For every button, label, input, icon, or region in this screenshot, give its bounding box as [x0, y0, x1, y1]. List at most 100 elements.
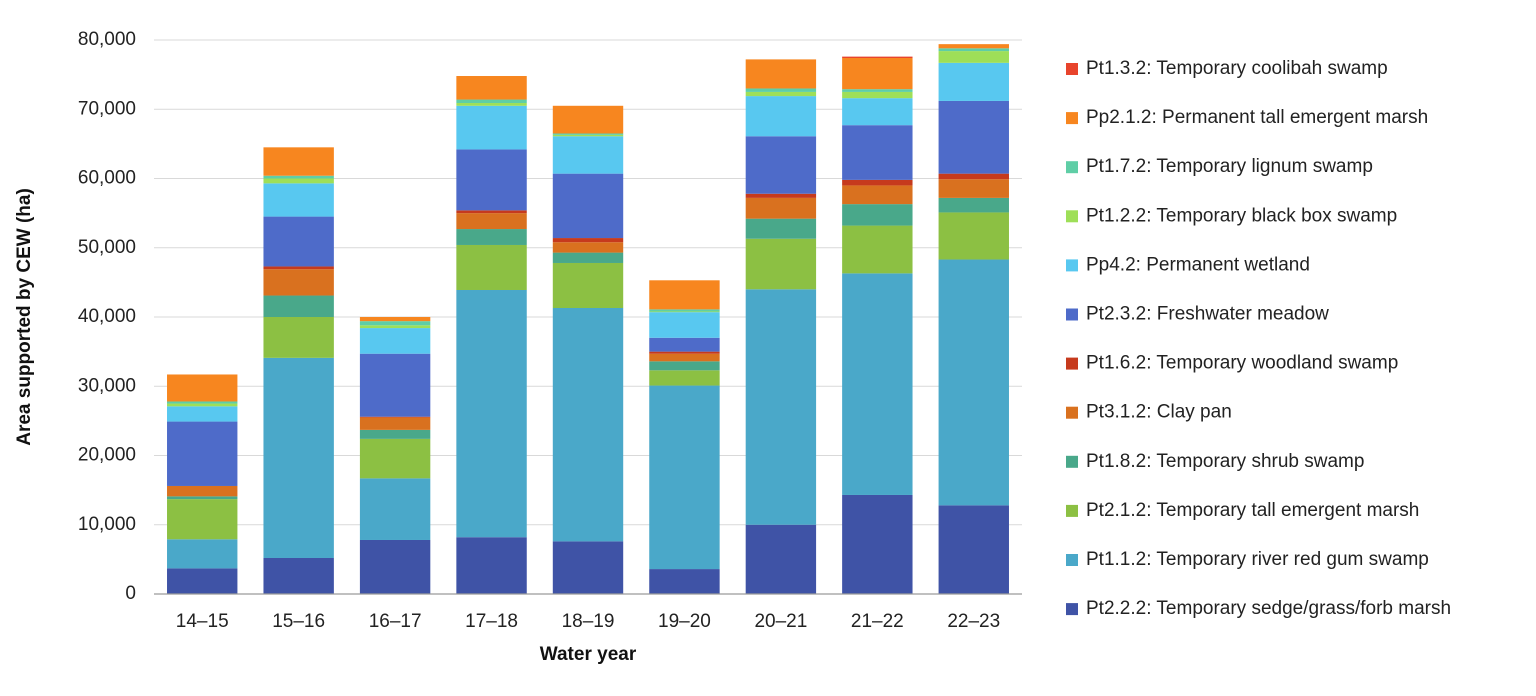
bar-segment	[745, 59, 817, 89]
bar-segment	[263, 269, 334, 296]
bar-segment	[167, 403, 238, 407]
bar-segment	[842, 179, 913, 186]
bar-segment	[842, 98, 913, 126]
bar-stack-14–15	[167, 374, 238, 594]
x-tick-labels: 14–15 15–16 16–17 17–18 18–19 19–20 20–21 21–22…	[176, 611, 1000, 632]
bar-segment	[649, 385, 720, 570]
bar-segment	[456, 210, 527, 214]
bar-segment	[359, 321, 431, 326]
legend-label: Pt1.3.2: Temporary coolibah swamp	[1086, 58, 1388, 79]
bar-segment	[263, 357, 334, 558]
legend-swatch	[1066, 603, 1078, 616]
legend-item: Pt2.1.2: Temporary tall emergent marsh	[1066, 500, 1419, 521]
bar-segment	[263, 175, 334, 179]
bar-segment	[167, 539, 238, 569]
x-tick-label: 14–15	[176, 611, 229, 632]
bar-segment	[938, 212, 1009, 260]
bar-segment	[842, 273, 913, 495]
y-tick-label: 80,000	[78, 29, 136, 50]
y-axis-label: Area supported by CEW (ha)	[14, 188, 35, 446]
bar-segment	[552, 242, 624, 253]
bar-segment	[359, 417, 431, 430]
bar-segment	[842, 58, 913, 90]
y-tick-label: 50,000	[78, 237, 136, 258]
bar-segment	[263, 178, 334, 184]
y-tick-labels: 0 10,000 20,000 30,000 40,000 50,000 60,000 70,…	[78, 29, 136, 604]
bar-segment	[938, 51, 1009, 63]
bar-segment	[552, 105, 624, 134]
bar-segment	[745, 218, 817, 239]
legend-item: Pt1.8.2: Temporary shrub swamp	[1066, 451, 1364, 472]
legend-swatch	[1066, 308, 1078, 321]
bar-stack-22–23	[938, 44, 1009, 594]
bar-segment	[552, 307, 624, 542]
x-tick-label: 20–21	[754, 611, 807, 632]
bar-segment	[263, 317, 334, 358]
legend-item: Pt1.2.2: Temporary black box swamp	[1066, 205, 1397, 226]
bar-segment	[552, 173, 624, 239]
bar-segment	[842, 91, 913, 99]
legend-swatch	[1066, 210, 1078, 223]
bar-segment	[649, 309, 720, 312]
legend-item: Pt3.1.2: Clay pan	[1066, 402, 1232, 423]
x-tick-label: 19–20	[658, 611, 711, 632]
y-tick-label: 20,000	[78, 445, 136, 466]
bar-segment	[649, 353, 720, 362]
legend-label: Pt1.7.2: Temporary lignum swamp	[1086, 156, 1373, 177]
bar-segment	[842, 225, 913, 274]
bar-segment	[745, 238, 817, 290]
bar-segment	[938, 259, 1009, 506]
legend-label: Pt1.6.2: Temporary woodland swamp	[1086, 353, 1398, 374]
legend-label: Pt2.3.2: Freshwater meadow	[1086, 304, 1329, 325]
bar-segment	[938, 179, 1009, 198]
bar-segment	[842, 494, 913, 594]
bar-segment	[938, 62, 1009, 101]
bar-stack-15–16	[263, 147, 334, 594]
legend-label: Pp4.2: Permanent wetland	[1086, 254, 1310, 275]
bar-segment	[938, 44, 1009, 49]
bar-segment	[359, 328, 431, 354]
bar-segment	[938, 505, 1009, 594]
y-tick-label: 60,000	[78, 168, 136, 189]
legend-item: Pt1.6.2: Temporary woodland swamp	[1066, 353, 1398, 374]
bar-segment	[167, 406, 238, 422]
legend-label: Pt2.2.2: Temporary sedge/grass/forb mars…	[1086, 598, 1451, 619]
legend-swatch	[1066, 504, 1078, 517]
bar-segment	[938, 173, 1009, 180]
bar-segment	[456, 105, 527, 150]
x-tick-label: 21–22	[851, 611, 904, 632]
bar-segment	[938, 197, 1009, 213]
legend-item: Pp4.2: Permanent wetland	[1066, 254, 1310, 275]
bar-segment	[263, 295, 334, 317]
bar-segment	[167, 485, 238, 497]
bar-segment	[649, 370, 720, 386]
bar-segment	[649, 312, 720, 338]
bar-segment	[745, 524, 817, 594]
bar-segment	[359, 539, 431, 594]
legend-swatch	[1066, 161, 1078, 174]
bar-segment	[167, 421, 238, 486]
bar-segment	[456, 103, 527, 106]
bar-segment	[456, 289, 527, 538]
y-tick-label: 40,000	[78, 306, 136, 327]
bar-segment	[456, 99, 527, 104]
bar-stack-17–18	[456, 76, 527, 594]
legend: Pt1.3.2: Temporary coolibah swamp Pp2.1.2…	[1066, 58, 1451, 619]
legend-label: Pp2.1.2: Permanent tall emergent marsh	[1086, 107, 1428, 128]
legend-swatch	[1066, 357, 1078, 370]
legend-swatch	[1066, 455, 1078, 468]
bar-segment	[842, 125, 913, 180]
bar-segment	[745, 136, 817, 194]
bar-segment	[552, 133, 624, 135]
bar-segment	[263, 183, 334, 217]
bar-segment	[359, 438, 431, 479]
bar-segment	[456, 229, 527, 245]
bar-segment	[456, 213, 527, 230]
legend-label: Pt1.2.2: Temporary black box swamp	[1086, 205, 1397, 226]
bar-segment	[649, 569, 720, 594]
y-tick-label: 30,000	[78, 375, 136, 396]
legend-item: Pt1.3.2: Temporary coolibah swamp	[1066, 58, 1388, 79]
bar-segment	[167, 499, 238, 540]
bar-segment	[359, 353, 431, 417]
bar-segment	[359, 317, 431, 322]
